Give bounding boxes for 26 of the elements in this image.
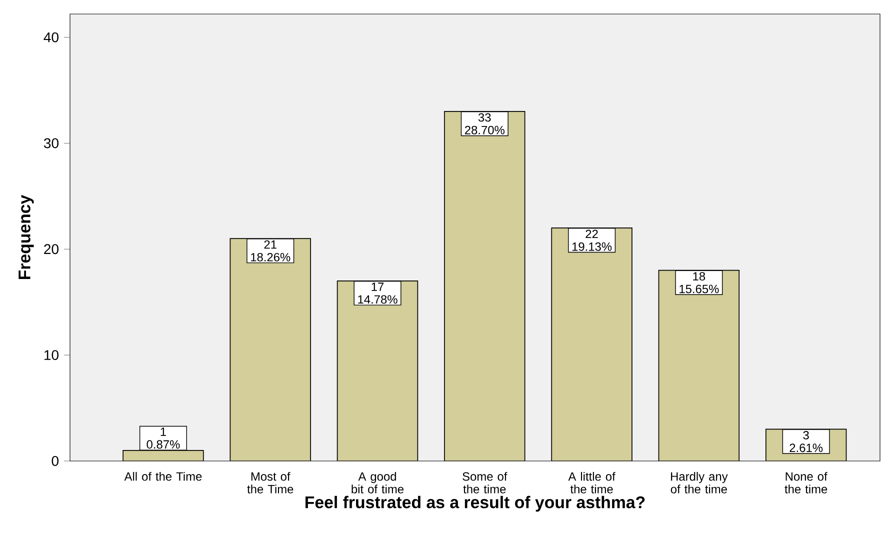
bar <box>658 270 740 461</box>
data-label: 18 15.65% <box>680 272 719 294</box>
x-tick-label: Hardly any of the time <box>670 472 728 494</box>
x-tick-label: A good bit of time <box>352 472 404 494</box>
x-axis-title: Feel frustrated as a result of your asthma? <box>306 496 645 512</box>
y-tick-label: 10 <box>44 350 58 360</box>
data-label: 21 18.26% <box>251 240 290 262</box>
x-tick-label: Most of the Time <box>247 472 294 494</box>
y-tick-label: 20 <box>44 244 58 254</box>
data-label: 17 14.78% <box>358 282 398 304</box>
y-tick-label: 0 <box>52 456 58 466</box>
x-tick-label: None of the time <box>784 472 828 494</box>
x-tick-label: Some of the time <box>462 472 508 494</box>
data-label: 3 2.61% <box>790 430 823 452</box>
y-tick-label: 40 <box>44 32 58 42</box>
y-axis-title: Frequency <box>18 194 34 280</box>
bar <box>444 111 525 461</box>
bar <box>230 238 311 461</box>
x-tick-label: A little of the time <box>568 472 616 494</box>
bar <box>337 280 418 461</box>
bar <box>552 228 632 461</box>
data-label: 1 0.87% <box>146 428 180 449</box>
y-tick-label: 30 <box>44 138 58 148</box>
data-label: 33 28.70% <box>464 113 504 134</box>
data-label: 22 19.13% <box>572 230 612 251</box>
x-tick-label: All of the Time <box>124 472 202 481</box>
